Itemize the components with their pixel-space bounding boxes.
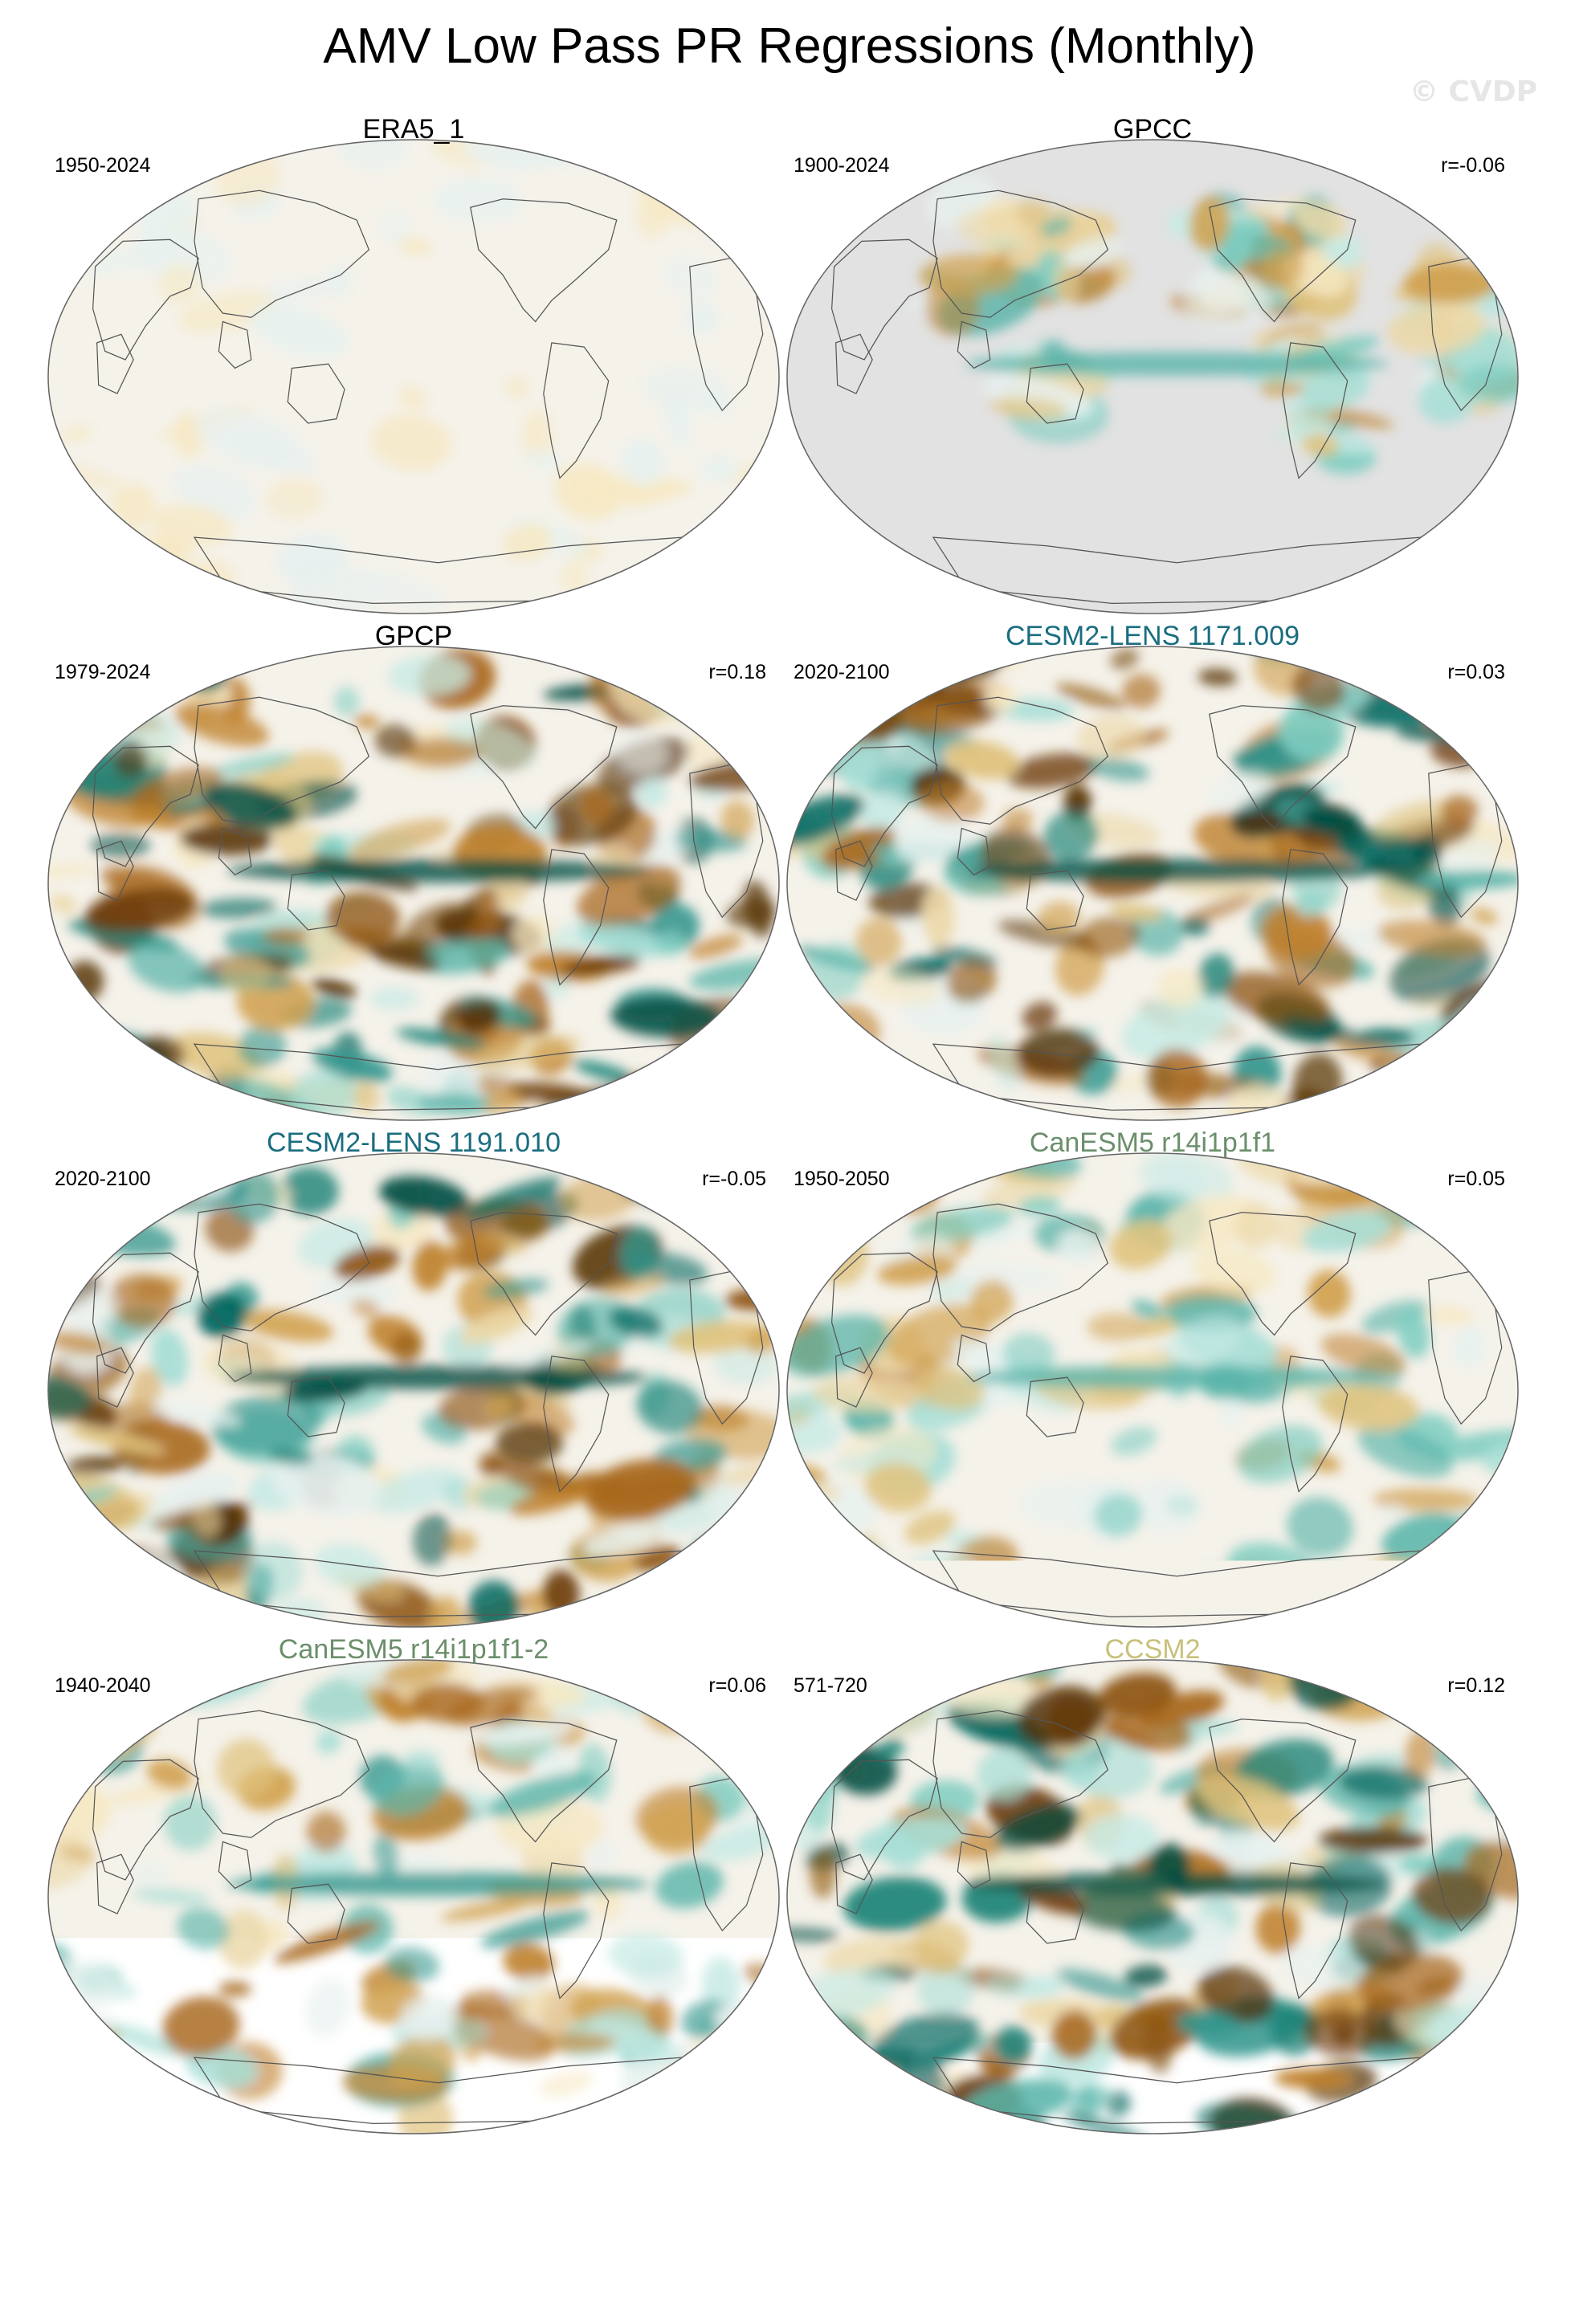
colorbar-units-label: mm/day /C /C	[0, 2253, 1579, 2300]
colorbar-swatch	[712, 2165, 790, 2205]
colorbar-swatch	[945, 2165, 1024, 2205]
map-field	[2, 1645, 828, 2155]
world-map	[48, 646, 779, 1120]
world-map	[787, 1153, 1518, 1627]
panel-period: 1940-2040	[55, 1674, 151, 1698]
colorbar	[12, 2165, 1567, 2207]
map-field	[0, 1122, 814, 1654]
colorbar-tick-label: -0.75	[435, 2213, 521, 2257]
panel-correlation: r=-0.05	[702, 1168, 766, 1191]
map-field	[22, 614, 817, 1153]
colorbar-tick-label: 4	[1401, 2213, 1422, 2257]
panel-title: CCSM2	[787, 1634, 1518, 1666]
panel-correlation: r=-0.06	[1441, 154, 1505, 177]
panel-title: GPCC	[787, 114, 1518, 145]
colorbar-swatch	[557, 2165, 635, 2205]
colorbar-swatch	[790, 2165, 868, 2205]
colorbar-tick-label: 0.25	[908, 2213, 981, 2257]
colorbar-swatch	[867, 2165, 946, 2205]
colorbar-swatch	[1022, 2165, 1101, 2205]
panel-correlation: r=0.03	[1447, 661, 1505, 684]
colorbar-swatch	[634, 2165, 712, 2205]
map-panel: CanESM5 r14i1p1f1-2 1940-2040 r=0.06	[48, 1634, 779, 2140]
colorbar-swatch	[323, 2165, 402, 2205]
map-panel: CanESM5 r14i1p1f1 1950-2050 r=0.05	[787, 1127, 1518, 1633]
panel-title: GPCP	[48, 621, 779, 652]
map-panel: CCSM2 571-720 r=0.12	[787, 1634, 1518, 2140]
colorbar-swatch	[1489, 2165, 1568, 2205]
colorbar-swatch	[245, 2165, 324, 2205]
colorbar-swatch	[168, 2165, 247, 2205]
panel-title: CESM2-LENS 1191.010	[48, 1127, 779, 1159]
colorbar-swatch	[401, 2165, 479, 2205]
panel-correlation: r=0.18	[708, 661, 766, 684]
map-panel: CESM2-LENS 1171.009 2020-2100 r=0.03	[787, 621, 1518, 1127]
colorbar-swatch	[90, 2165, 169, 2205]
map-panel: GPCC 1900-2024 r=-0.06	[787, 114, 1518, 620]
figure-title: AMV Low Pass PR Regressions (Monthly)	[0, 18, 1579, 75]
world-map	[787, 646, 1518, 1120]
colorbar-swatch	[1411, 2165, 1490, 2205]
map-field	[787, 140, 1532, 614]
world-map	[48, 1153, 779, 1627]
watermark-text: © CVDP	[1410, 75, 1537, 108]
world-map	[787, 140, 1518, 614]
panel-correlation: r=0.06	[708, 1674, 766, 1698]
panel-title: CESM2-LENS 1171.009	[787, 621, 1518, 652]
panel-title: CanESM5 r14i1p1f1-2	[48, 1634, 779, 1666]
colorbar-tick-label: -2	[306, 2213, 340, 2257]
panel-title: CanESM5 r14i1p1f1	[787, 1127, 1518, 1159]
colorbar-tick-label: 0	[779, 2213, 800, 2257]
panel-title: ERA5_1	[48, 114, 779, 145]
panel-period: 1950-2050	[794, 1168, 890, 1191]
panel-period: 1900-2024	[794, 154, 890, 177]
panel-correlation: r=0.05	[1447, 1168, 1505, 1191]
panel-correlation: r=0.12	[1447, 1674, 1505, 1698]
panel-period: 2020-2100	[794, 661, 890, 684]
map-panel: CESM2-LENS 1191.010 2020-2100 r=-0.05	[48, 1127, 779, 1633]
panel-period: 1979-2024	[55, 661, 151, 684]
colorbar-swatch	[1100, 2165, 1179, 2205]
panel-period: 1950-2024	[55, 154, 151, 177]
colorbar-swatch	[479, 2165, 557, 2205]
map-field	[737, 1123, 1540, 1645]
colorbar-swatch	[1256, 2165, 1335, 2205]
map-panel: GPCP 1979-2024 r=0.18	[48, 621, 779, 1127]
world-map	[48, 1660, 779, 2134]
map-field	[746, 622, 1556, 1143]
panel-period: 2020-2100	[55, 1168, 151, 1191]
colorbar-swatch	[1334, 2165, 1413, 2205]
colorbar-swatch	[1178, 2165, 1257, 2205]
colorbar-tick-label: -4	[151, 2213, 185, 2257]
map-panel: ERA5_1 1950-2024	[48, 114, 779, 620]
world-map	[48, 140, 779, 614]
map-field	[749, 1631, 1558, 2157]
colorbar-tick-label: 0.75	[1063, 2213, 1136, 2257]
panel-period: 571-720	[794, 1674, 867, 1698]
colorbar-tick-label: 2	[1246, 2213, 1267, 2257]
colorbar-tick-label: -0.25	[591, 2213, 677, 2257]
colorbar-swatch	[12, 2165, 91, 2205]
map-field	[0, 116, 798, 620]
world-map	[787, 1660, 1518, 2134]
